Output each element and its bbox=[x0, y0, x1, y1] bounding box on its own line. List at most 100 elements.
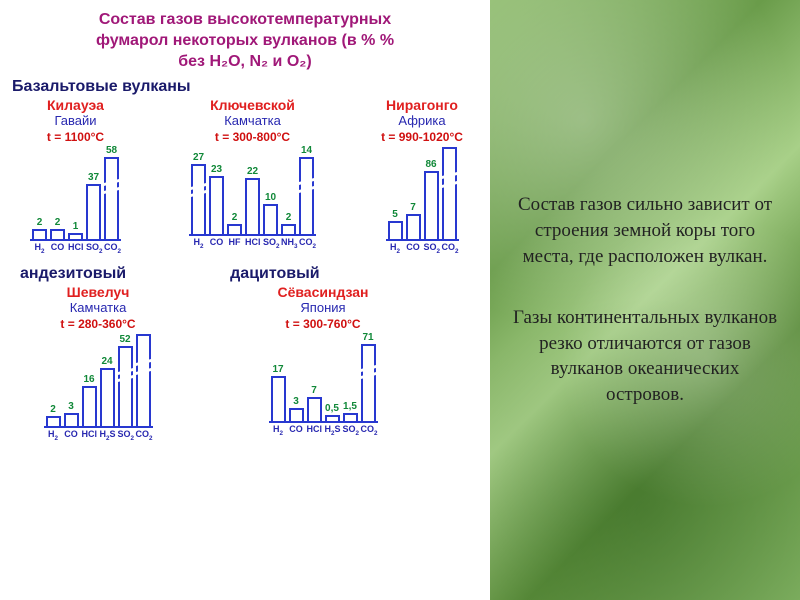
gas-label: SO2 bbox=[263, 236, 278, 250]
bar bbox=[136, 334, 151, 426]
bar-wrap: 27 bbox=[191, 146, 206, 234]
bar-wrap: 14 bbox=[299, 146, 314, 234]
gas-labels-row: H2COHClSO2CO2 bbox=[30, 241, 121, 255]
bar bbox=[82, 386, 97, 426]
bar-value: 52 bbox=[119, 335, 130, 345]
gas-label: HCl bbox=[307, 423, 322, 437]
bar bbox=[271, 376, 286, 421]
bar bbox=[68, 233, 83, 239]
gas-label: H2S bbox=[325, 423, 340, 437]
bar-wrap bbox=[442, 146, 457, 239]
volcano-location: Африка bbox=[398, 114, 445, 128]
gas-label: CO2 bbox=[104, 241, 119, 255]
chart-block: НирагонгоАфрикаt = 990-1020°C5786H2COSO2… bbox=[362, 98, 482, 255]
volcano-location: Япония bbox=[300, 301, 345, 315]
gas-label: CO2 bbox=[442, 241, 457, 255]
bar bbox=[263, 204, 278, 234]
gas-label: CO bbox=[289, 423, 304, 437]
bar bbox=[100, 368, 115, 426]
volcano-name: Шевелуч bbox=[67, 285, 130, 300]
chart-block: СёвасиндзанЯпонияt = 300-760°C17370,51,5… bbox=[238, 285, 408, 442]
volcano-location: Гавайи bbox=[54, 114, 96, 128]
bar-wrap: 16 bbox=[82, 333, 97, 426]
bar-value: 3 bbox=[68, 402, 74, 412]
bars-area: 272322210214 bbox=[189, 146, 316, 236]
bar bbox=[289, 408, 304, 421]
gas-label: CO2 bbox=[299, 236, 314, 250]
gas-label: CO bbox=[406, 241, 421, 255]
bar bbox=[50, 229, 65, 239]
bar-value: 5 bbox=[392, 210, 398, 220]
bar-value: 37 bbox=[88, 173, 99, 183]
bar-wrap: 2 bbox=[32, 146, 47, 239]
bar bbox=[245, 178, 260, 234]
charts-row: ШевелучКамчаткаt = 280-360°C23162452H2CO… bbox=[18, 285, 482, 442]
bars-area: 2213758 bbox=[30, 146, 121, 241]
bar-wrap: 1 bbox=[68, 146, 83, 239]
right-panel: Состав газов сильно зависит от строения … bbox=[490, 0, 800, 600]
bar-wrap: 71 bbox=[361, 333, 376, 421]
volcano-name: Ключевской bbox=[210, 98, 295, 113]
gas-label: CO2 bbox=[136, 428, 151, 442]
bar-wrap: 5 bbox=[388, 146, 403, 239]
bar-wrap: 86 bbox=[424, 146, 439, 239]
bar-value: 23 bbox=[211, 165, 222, 175]
bar-wrap: 0,5 bbox=[325, 333, 340, 421]
bar-wrap: 52 bbox=[118, 333, 133, 426]
gas-label: H2 bbox=[46, 428, 61, 442]
bar-value: 1 bbox=[73, 222, 79, 232]
bar bbox=[104, 157, 119, 239]
volcano-name: Килауэа bbox=[47, 98, 104, 113]
bar-wrap: 2 bbox=[281, 146, 296, 234]
chart-block: ШевелучКамчаткаt = 280-360°C23162452H2CO… bbox=[18, 285, 178, 442]
bar-value: 2 bbox=[286, 213, 292, 223]
gas-label: CO bbox=[209, 236, 224, 250]
bar-value: 22 bbox=[247, 167, 258, 177]
left-panel: Состав газов высокотемпературныхфумарол … bbox=[0, 0, 490, 600]
bar bbox=[281, 224, 296, 234]
bar-value: 7 bbox=[311, 386, 317, 396]
gas-labels-row: H2COSO2CO2 bbox=[386, 241, 459, 255]
temperature-label: t = 300-800°C bbox=[215, 130, 290, 144]
bar-wrap: 58 bbox=[104, 146, 119, 239]
gas-label: H2 bbox=[271, 423, 286, 437]
bar-value: 2 bbox=[50, 405, 56, 415]
bar bbox=[46, 416, 61, 426]
gas-label: CO bbox=[50, 241, 65, 255]
bar-wrap bbox=[136, 333, 151, 426]
bar bbox=[388, 221, 403, 239]
gas-label: HCl bbox=[245, 236, 260, 250]
bar-value: 2 bbox=[232, 213, 238, 223]
section-label: андезитовый bbox=[20, 265, 126, 283]
bar-wrap: 2 bbox=[46, 333, 61, 426]
bar bbox=[32, 229, 47, 239]
bar-wrap: 22 bbox=[245, 146, 260, 234]
bar-wrap: 7 bbox=[307, 333, 322, 421]
volcano-location: Камчатка bbox=[70, 301, 127, 315]
gas-label: HF bbox=[227, 236, 242, 250]
bar-wrap: 10 bbox=[263, 146, 278, 234]
bar-value: 17 bbox=[272, 365, 283, 375]
gas-label: CO2 bbox=[361, 423, 376, 437]
bar bbox=[86, 184, 101, 239]
section-label-row: андезитовый дацитовый bbox=[16, 261, 482, 285]
bar bbox=[442, 147, 457, 239]
bar-value: 27 bbox=[193, 153, 204, 163]
section-label: дацитовый bbox=[230, 265, 319, 283]
gas-labels-row: H2COHClH2SSO2CO2 bbox=[269, 423, 378, 437]
gas-labels-row: H2COHClH2SSO2CO2 bbox=[44, 428, 153, 442]
bar-wrap: 7 bbox=[406, 146, 421, 239]
bar-wrap: 17 bbox=[271, 333, 286, 421]
gas-label: SO2 bbox=[343, 423, 358, 437]
temperature-label: t = 1100°C bbox=[47, 130, 104, 144]
bar-wrap: 1,5 bbox=[343, 333, 358, 421]
gas-label: CO bbox=[64, 428, 79, 442]
bar-wrap: 3 bbox=[289, 333, 304, 421]
bar bbox=[191, 164, 206, 234]
gas-label: HCl bbox=[68, 241, 83, 255]
bar-value: 14 bbox=[301, 146, 312, 156]
bar bbox=[299, 157, 314, 234]
gas-label: H2 bbox=[388, 241, 403, 255]
charts-row: КилауэаГавайиt = 1100°C2213758H2COHClSO2… bbox=[8, 98, 482, 255]
right-paragraph-1: Состав газов сильно зависит от строения … bbox=[510, 192, 780, 269]
